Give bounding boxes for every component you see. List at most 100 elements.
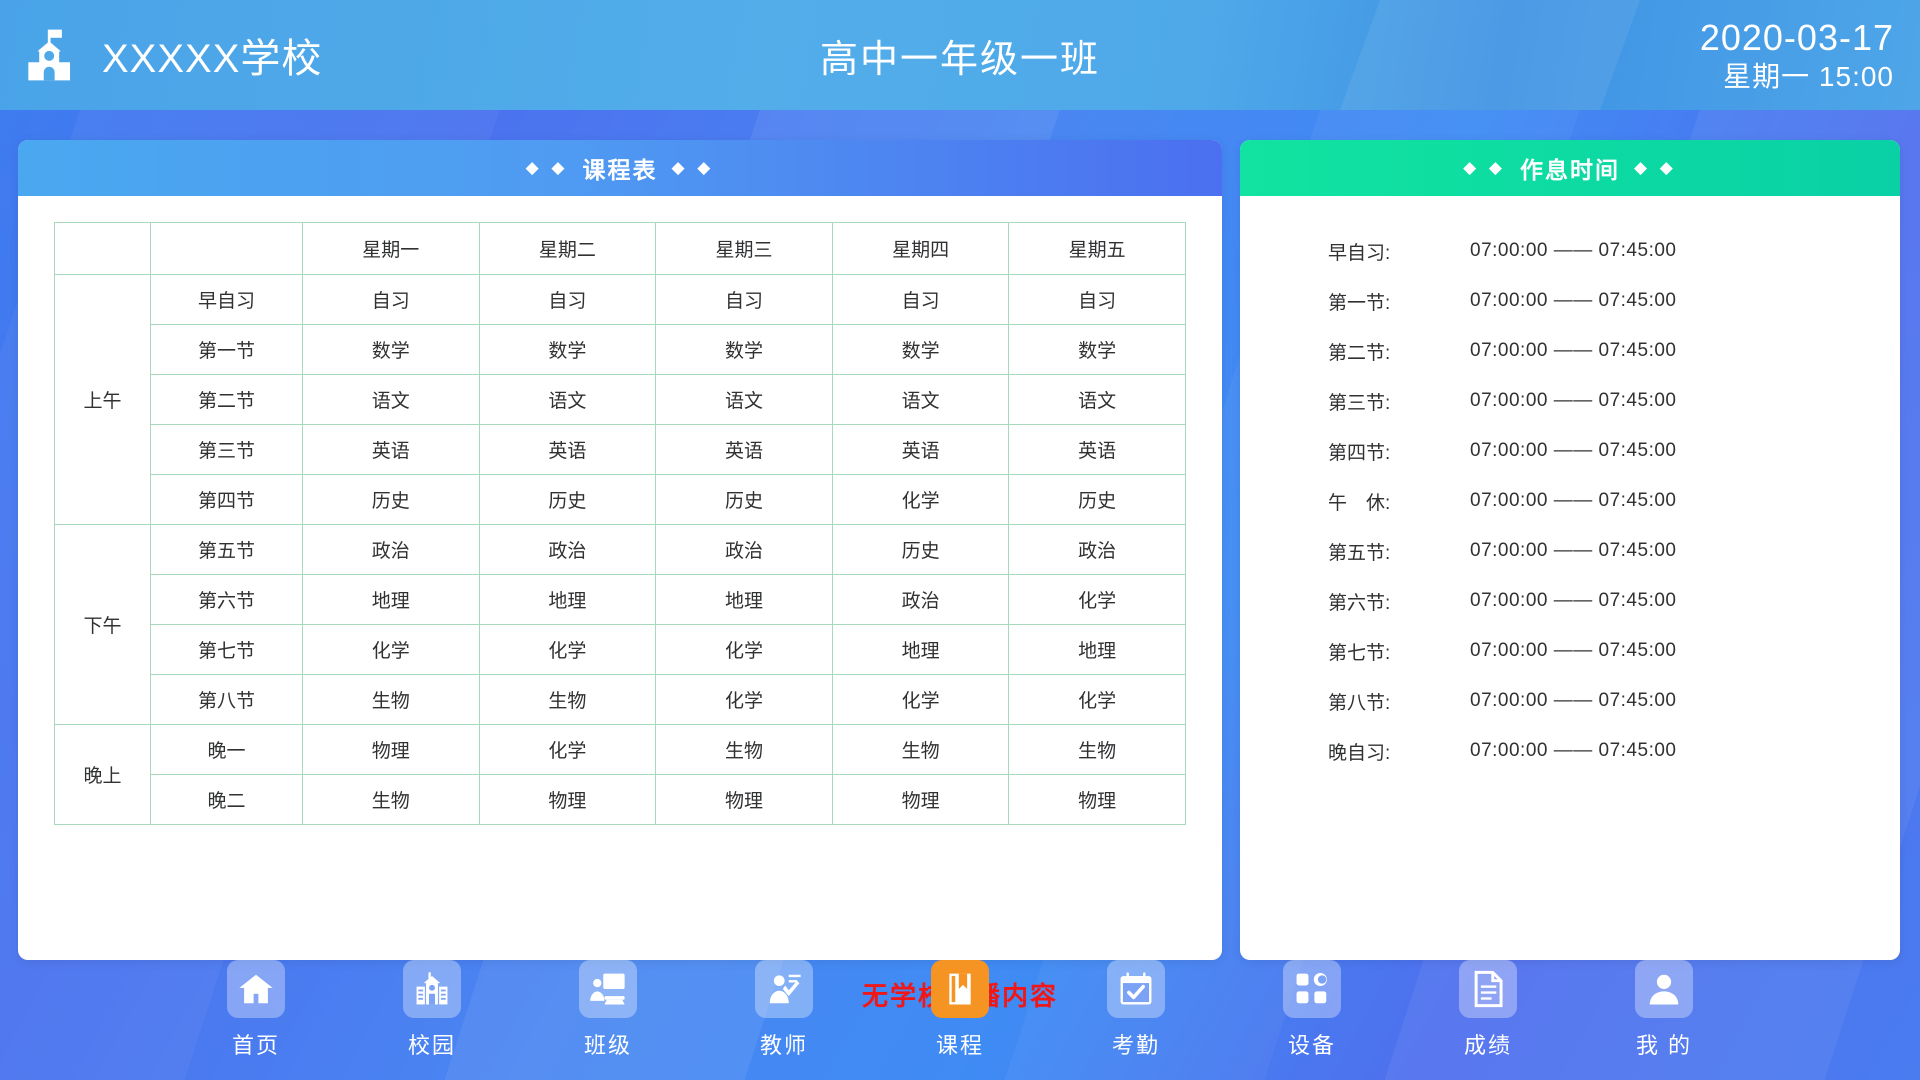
- table-header-day: 星期二: [478, 222, 657, 275]
- user-icon[interactable]: [1635, 960, 1693, 1018]
- rest-time-value: 07:00:00 —— 07:45:00: [1470, 540, 1677, 561]
- nav-item-班级[interactable]: 班级: [520, 960, 696, 1060]
- subject-cell: 自习: [655, 274, 833, 325]
- period-label: 第四节: [150, 474, 303, 525]
- diamond-left-icon: ◆ ◆: [525, 158, 569, 177]
- rest-time-row: 第八节: 07:00:00 —— 07:45:00: [1240, 676, 1900, 726]
- rest-time-value: 07:00:00 —— 07:45:00: [1470, 590, 1677, 611]
- calendar-check-icon[interactable]: [1107, 960, 1165, 1018]
- subject-cell: 政治: [831, 574, 1010, 625]
- classroom-icon[interactable]: [579, 960, 637, 1018]
- subject-cell: 自习: [302, 274, 480, 325]
- section-label: 下午: [54, 524, 151, 725]
- nav-item-教师[interactable]: 教师: [696, 960, 872, 1060]
- rest-time-row: 第六节: 07:00:00 —— 07:45:00: [1240, 576, 1900, 626]
- nav-item-label: 课程: [935, 1033, 984, 1058]
- rest-time-label: 早自习:: [1328, 242, 1391, 264]
- app-header: XXXXX学校 高中一年级一班 2020-03-17 星期一 15:00: [0, 0, 1920, 110]
- subject-cell: 语文: [478, 374, 657, 425]
- table-header-day: 星期一: [302, 222, 480, 275]
- period-label: 第三节: [150, 424, 303, 475]
- subject-cell: 政治: [478, 524, 657, 575]
- subject-cell: 语文: [831, 374, 1010, 425]
- rest-time-row: 第五节: 07:00:00 —— 07:45:00: [1240, 526, 1900, 576]
- nav-item-首页[interactable]: 首页: [168, 960, 344, 1060]
- rest-time-value: 07:00:00 —— 07:45:00: [1470, 690, 1677, 711]
- subject-cell: 生物: [302, 674, 480, 725]
- rest-time-value: 07:00:00 —— 07:45:00: [1470, 440, 1677, 461]
- subject-cell: 历史: [1008, 474, 1186, 525]
- subject-cell: 生物: [655, 724, 833, 775]
- nav-item-label: 成绩: [1463, 1033, 1512, 1058]
- subject-cell: 英语: [478, 424, 657, 475]
- subject-cell: 历史: [655, 474, 833, 525]
- subject-cell: 数学: [1008, 324, 1186, 375]
- rest-time-value: 07:00:00 —— 07:45:00: [1470, 390, 1677, 411]
- school-name: XXXXX学校: [102, 37, 323, 81]
- subject-cell: 语文: [1008, 374, 1186, 425]
- subject-cell: 化学: [831, 474, 1010, 525]
- book-icon[interactable]: [931, 960, 989, 1018]
- current-weekday-time: 星期一 15:00: [1723, 60, 1894, 92]
- subject-cell: 化学: [478, 724, 657, 775]
- subject-cell: 地理: [831, 624, 1010, 675]
- rest-time-label: 第四节:: [1328, 442, 1391, 464]
- rest-time-row: 第三节: 07:00:00 —— 07:45:00: [1240, 376, 1900, 426]
- table-row: 晚二 生物 物理 物理 物理 物理: [55, 774, 1186, 825]
- rest-time-value: 07:00:00 —— 07:45:00: [1470, 740, 1677, 761]
- subject-cell: 地理: [1008, 624, 1186, 675]
- subject-cell: 数学: [302, 324, 480, 375]
- teacher-icon[interactable]: [755, 960, 813, 1018]
- nav-item-考勤[interactable]: 考勤: [1048, 960, 1224, 1060]
- subject-cell: 政治: [302, 524, 480, 575]
- rest-time-value: 07:00:00 —— 07:45:00: [1470, 290, 1677, 311]
- nav-item-设备[interactable]: 设备: [1224, 960, 1400, 1060]
- school-building-icon[interactable]: [403, 960, 461, 1018]
- subject-cell: 化学: [478, 624, 657, 675]
- nav-item-课程[interactable]: 课程: [872, 960, 1048, 1060]
- period-label: 第七节: [150, 624, 303, 675]
- schedule-table-body: 上午 早自习 自习 自习 自习 自习 自习 第一节 数学 数学 数学 数学 数学 第二节 语文 语文 语文 语文语…: [54, 274, 1186, 825]
- subject-cell: 化学: [831, 674, 1010, 725]
- nav-item-校园[interactable]: 校园: [344, 960, 520, 1060]
- subject-cell: 历史: [831, 524, 1010, 575]
- main-stage: ◆ ◆ 课程表 ◆ ◆ 星期一 星期二 星期三 星期四 星期五 上午 早自习 自习 自习 自习自…: [0, 110, 1920, 1080]
- rest-panel-title: 作息时间: [1520, 157, 1620, 183]
- nav-item-label: 校园: [407, 1033, 456, 1058]
- document-icon[interactable]: [1459, 960, 1517, 1018]
- table-header-day: 星期四: [831, 222, 1010, 275]
- table-header-day: 星期三: [655, 222, 833, 275]
- rest-time-label: 第三节:: [1328, 392, 1391, 414]
- rest-time-row: 第四节: 07:00:00 —— 07:45:00: [1240, 426, 1900, 476]
- subject-cell: 物理: [831, 774, 1010, 825]
- nav-item-label: 我 的: [1635, 1033, 1693, 1058]
- diamond-right-icon: ◆ ◆: [671, 158, 715, 177]
- period-label: 第一节: [150, 324, 303, 375]
- subject-cell: 英语: [1008, 424, 1186, 475]
- nav-item-我 的[interactable]: 我 的: [1576, 960, 1752, 1060]
- table-row: 第六节 地理 地理 地理 政治 化学: [55, 574, 1186, 625]
- rest-time-label: 第一节:: [1328, 292, 1391, 314]
- subject-cell: 生物: [831, 724, 1010, 775]
- rest-time-label: 晚自习:: [1328, 742, 1391, 764]
- brand: XXXXX学校: [0, 26, 322, 84]
- home-icon[interactable]: [227, 960, 285, 1018]
- rest-time-row: 晚自习: 07:00:00 —— 07:45:00: [1240, 726, 1900, 776]
- nav-item-成绩[interactable]: 成绩: [1400, 960, 1576, 1060]
- table-header-row: 星期一 星期二 星期三 星期四 星期五: [54, 222, 1186, 275]
- rest-time-list: 早自习: 07:00:00 —— 07:45:00 第一节: 07:00:00 —— …: [1240, 196, 1900, 776]
- subject-cell: 语文: [302, 374, 480, 425]
- subject-cell: 自习: [478, 274, 657, 325]
- grid-devices-icon[interactable]: [1283, 960, 1341, 1018]
- subject-cell: 生物: [478, 674, 657, 725]
- subject-cell: 自习: [1008, 274, 1186, 325]
- schedule-panel-header: ◆ ◆ 课程表 ◆ ◆: [18, 140, 1222, 196]
- rest-time-value: 07:00:00 —— 07:45:00: [1470, 490, 1677, 511]
- table-row: 第三节 英语 英语 英语 英语 英语: [55, 424, 1186, 475]
- subject-cell: 政治: [1008, 524, 1186, 575]
- table-header-day: 星期五: [1008, 222, 1186, 275]
- rest-time-row: 午 休: 07:00:00 —— 07:45:00: [1240, 476, 1900, 526]
- period-label: 早自习: [150, 274, 303, 325]
- table-row: 第八节 生物 生物 化学 化学 化学: [55, 674, 1186, 725]
- rest-time-label: 第七节:: [1328, 642, 1391, 664]
